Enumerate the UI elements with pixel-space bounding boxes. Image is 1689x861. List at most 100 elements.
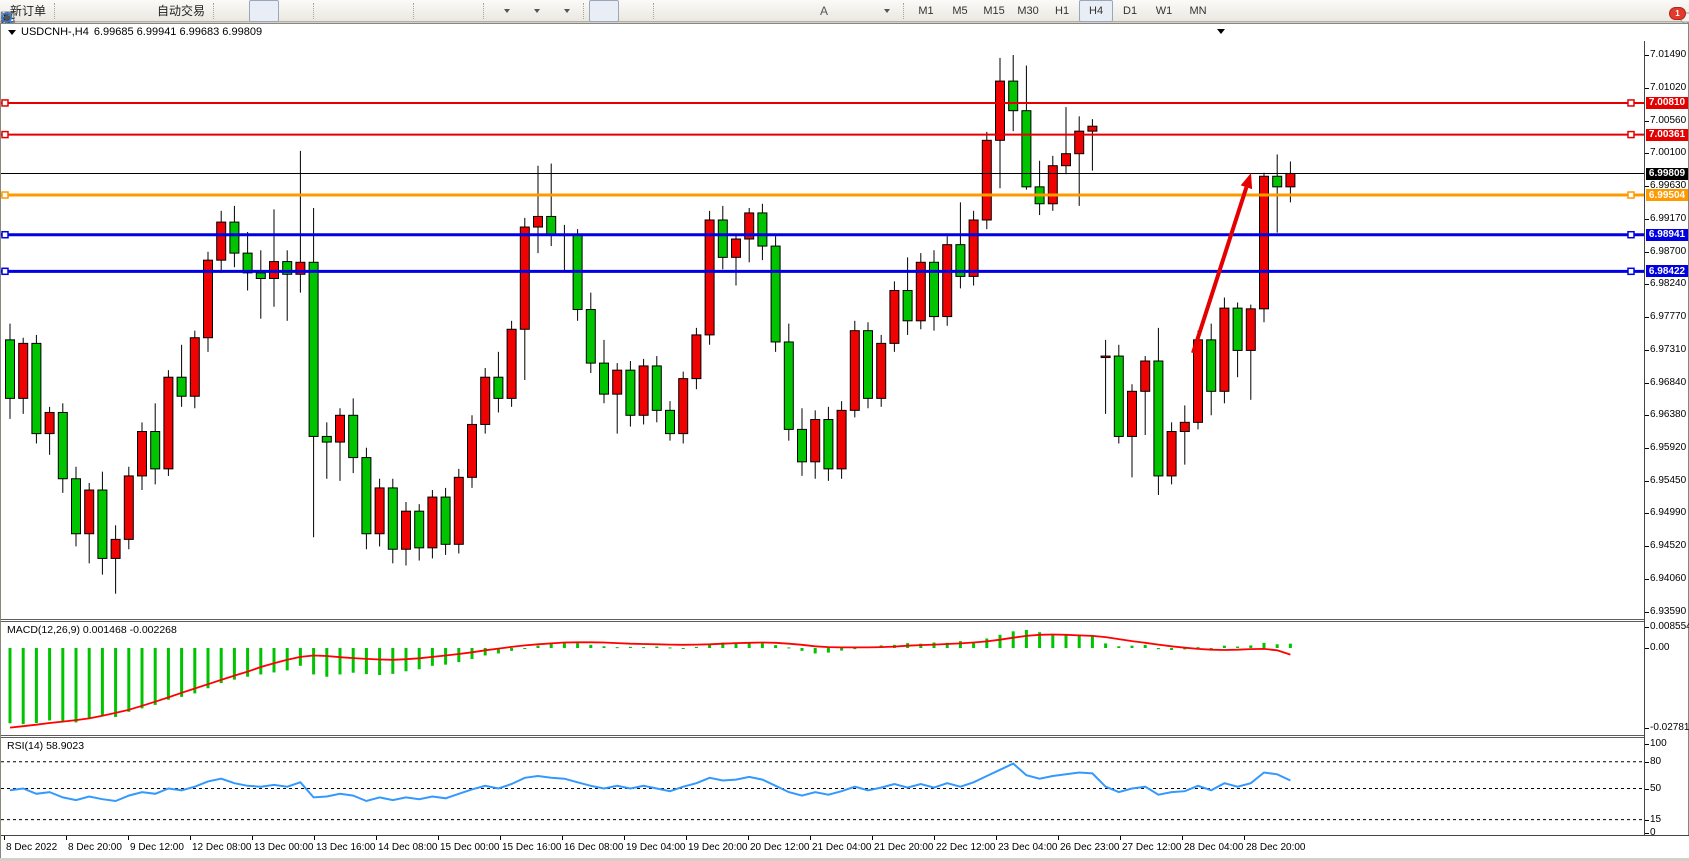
chart-window: USDCNH-,H4 6.99685 6.99941 6.99683 6.998… — [0, 23, 1689, 858]
price-tick-label: 6.97770 — [1650, 311, 1687, 323]
bar-chart-button[interactable] — [2, 0, 249, 24]
price-tick-label: 6.93590 — [1650, 606, 1687, 617]
chart-dropdown-triangle-icon[interactable] — [1217, 29, 1225, 34]
price-tick-label: 7.00560 — [1650, 114, 1687, 126]
zoom-out-button[interactable] — [1, 0, 379, 25]
time-tick-label: 27 Dec 12:00 — [1122, 842, 1182, 853]
macd-axis-label: -0.027813 — [1650, 721, 1689, 733]
hline-price-label: 6.99504 — [1646, 189, 1688, 202]
macd-pane[interactable] — [1, 622, 1644, 735]
time-tick-label: 28 Dec 04:00 — [1184, 842, 1244, 853]
vertical-line-button[interactable] — [6, 0, 689, 24]
time-tick-label: 15 Dec 16:00 — [502, 842, 562, 853]
zoom-in-button[interactable] — [1, 0, 349, 25]
auto-scroll-button[interactable] — [1, 0, 449, 24]
rsi-pane[interactable] — [1, 738, 1644, 834]
text-icon: A — [820, 3, 829, 18]
tab-timeframe-m15[interactable]: M15 — [983, 4, 1005, 17]
price-tick-label: 6.98700 — [1650, 245, 1687, 257]
chart-symbol-title: USDCNH-,H4 — [21, 26, 89, 38]
tab-timeframe-m1[interactable]: M1 — [918, 4, 934, 17]
tab-timeframe-w1[interactable]: W1 — [1155, 4, 1173, 17]
time-tick-label: 13 Dec 16:00 — [316, 842, 376, 853]
template-dropdown[interactable] — [0, 0, 579, 24]
text-label-button[interactable]: T — [0, 0, 869, 24]
time-axis[interactable]: 8 Dec 2022 8 Dec 20:00 9 Dec 12:00 12 Dec 0… — [1, 835, 1689, 858]
hline-price-label: 6.98941 — [1646, 228, 1688, 241]
macd-signal-line — [9, 633, 1291, 729]
tab-timeframe-d1[interactable]: D1 — [1123, 4, 1138, 17]
price-axis[interactable]: 7.01490 7.01020 7.00560 7.00100 6.99630 6.991… — [1644, 41, 1689, 838]
notification-badge: 1 — [1669, 6, 1686, 20]
crosshair-button[interactable] — [0, 0, 649, 25]
price-tick-label: 6.94520 — [1650, 540, 1687, 552]
rsi-axis-label: 50 — [1650, 782, 1662, 794]
toolbar-separator — [54, 2, 56, 19]
new-order-label: 新订单 — [10, 4, 47, 18]
main-chart-pane[interactable] — [1, 41, 1644, 619]
channel-button[interactable]: E — [1, 0, 779, 26]
price-tick-label: 6.99630 — [1650, 180, 1687, 192]
new-chart-dropdown[interactable] — [1, 0, 519, 24]
candlestick-button[interactable] — [4, 0, 280, 25]
text-button[interactable]: A — [809, 0, 839, 22]
price-tick-label: 6.96840 — [1650, 376, 1687, 388]
rsi-axis-label: 100 — [1650, 738, 1667, 749]
cursor-button[interactable] — [3, 0, 620, 25]
period-dropdown[interactable] — [1, 0, 549, 25]
toolbar-separator — [903, 2, 905, 19]
time-tick-label: 15 Dec 00:00 — [440, 842, 500, 853]
candles-layer — [5, 55, 1296, 594]
tab-timeframe-mn[interactable]: MN — [1189, 4, 1207, 17]
chart-collapse-triangle-icon[interactable] — [8, 29, 16, 35]
time-tick-label: 16 Dec 08:00 — [564, 842, 624, 853]
time-tick-label: 8 Dec 2022 — [6, 842, 58, 853]
pane-separator[interactable] — [1, 735, 1688, 738]
horizontal-lines-layer[interactable] — [1, 99, 1644, 276]
tab-timeframe-h4[interactable]: H4 — [1079, 0, 1114, 22]
time-tick-label: 21 Dec 04:00 — [812, 842, 872, 853]
time-tick-label: 14 Dec 08:00 — [378, 842, 438, 853]
time-tick-label: 28 Dec 20:00 — [1246, 842, 1306, 853]
arrow-annotation[interactable] — [1191, 173, 1253, 354]
metaeditor-button[interactable] — [2, 0, 90, 25]
rsi-axis-label: 80 — [1650, 755, 1662, 767]
chart-title-bar: USDCNH-,H4 6.99685 6.99941 6.99683 6.998… — [1, 24, 1688, 40]
fibonacci-button[interactable]: F — [1, 0, 809, 26]
price-tick-label: 7.01020 — [1650, 82, 1687, 94]
current-price-label: 6.99809 — [1646, 167, 1688, 180]
toolbar-separator — [583, 2, 585, 19]
pane-separator[interactable] — [1, 619, 1688, 622]
price-tick-label: 6.94990 — [1650, 507, 1687, 519]
tab-timeframe-m5[interactable]: M5 — [952, 4, 968, 17]
price-tick-label: 6.97310 — [1650, 343, 1687, 355]
tile-windows-button[interactable] — [0, 0, 409, 25]
rsi-line — [9, 762, 1291, 803]
signals-button[interactable] — [1, 0, 150, 25]
line-chart-button[interactable] — [1, 0, 309, 23]
time-tick-label: 12 Dec 08:00 — [192, 842, 252, 853]
tab-timeframe-m30[interactable]: M30 — [1017, 4, 1039, 17]
time-tick-label: 13 Dec 00:00 — [254, 842, 314, 853]
time-tick-label: 9 Dec 12:00 — [130, 842, 184, 853]
time-tick-label: 22 Dec 12:00 — [936, 842, 996, 853]
tab-timeframe-h1[interactable]: H1 — [1055, 4, 1070, 17]
time-tick-label: 19 Dec 04:00 — [626, 842, 686, 853]
hline-price-label: 6.98422 — [1646, 265, 1688, 278]
macd-indicator-label: MACD(12,26,9) 0.001468 -0.002268 — [7, 624, 177, 636]
chevron-down-icon — [563, 8, 570, 13]
horizontal-line-button[interactable] — [1, 0, 719, 22]
hline-price-label: 7.00361 — [1646, 128, 1688, 141]
arrows-dropdown[interactable] — [1, 0, 899, 23]
charts-window-button[interactable] — [0, 0, 120, 24]
autotrading-button[interactable]: 自动交易 — [0, 0, 209, 26]
chart-shift-button[interactable] — [1, 0, 479, 24]
time-tick-label: 21 Dec 20:00 — [874, 842, 934, 853]
trendline-button[interactable] — [1, 0, 749, 24]
rsi-indicator-label: RSI(14) 58.9023 — [7, 740, 85, 752]
time-tick-label: 8 Dec 20:00 — [68, 842, 122, 853]
chevron-down-icon — [533, 8, 540, 13]
price-tick-label: 7.00100 — [1650, 147, 1687, 158]
hline-price-label: 7.00810 — [1646, 96, 1688, 109]
top-toolbar: 新订单 自动交易 — [0, 0, 1689, 27]
